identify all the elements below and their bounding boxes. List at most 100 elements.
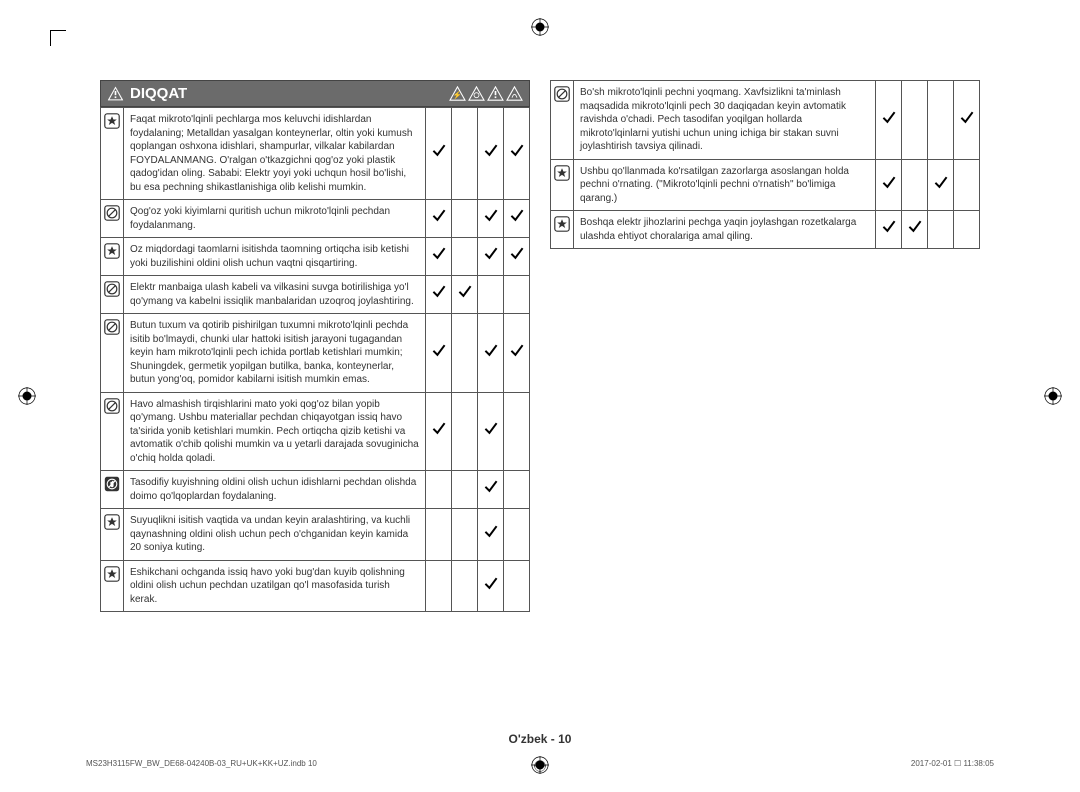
check-cell (452, 276, 478, 314)
caution-header: DIQQAT ⚡ (100, 80, 530, 107)
check-cell (452, 509, 478, 561)
check-cell (928, 81, 954, 160)
page-number: O'zbek - 10 (0, 732, 1080, 746)
check-cell (954, 211, 980, 249)
caution-text: Suyuqlikni isitish vaqtida va undan keyi… (124, 509, 426, 561)
check-cell (426, 560, 452, 612)
check-cell (426, 276, 452, 314)
check-cell (478, 200, 504, 238)
caution-text: Butun tuxum va qotirib pishirilgan tuxum… (124, 314, 426, 393)
table-row: Tasodifiy kuyishning oldini olish uchun … (101, 471, 530, 509)
table-row: Bo'sh mikroto'lqinli pechni yoqmang. Xav… (551, 81, 980, 160)
check-cell (504, 471, 530, 509)
svg-text:⚡: ⚡ (453, 91, 462, 100)
caution-text: Ushbu qo'llanmada ko'rsatilgan zazorlarg… (574, 159, 876, 211)
footer-timestamp: 2017-02-01 ☐ 11:38:05 (911, 759, 994, 768)
table-row: Butun tuxum va qotirib pishirilgan tuxum… (101, 314, 530, 393)
table-row: Elektr manbaiga ulash kabeli va vilkasin… (101, 276, 530, 314)
check-cell (452, 200, 478, 238)
table-row: Boshqa elektr jihozlarini pechga yaqin j… (551, 211, 980, 249)
check-cell (426, 509, 452, 561)
registration-mark-icon (1044, 387, 1062, 405)
check-cell (478, 108, 504, 200)
prohibit-icon (551, 81, 574, 160)
check-cell (426, 471, 452, 509)
caution-text: Oz miqdordagi taomlarni isitishda taomni… (124, 238, 426, 276)
caution-text: Eshikchani ochganda issiq havo yoki bug'… (124, 560, 426, 612)
table-row: Suyuqlikni isitish vaqtida va undan keyi… (101, 509, 530, 561)
registration-mark-icon (531, 18, 549, 36)
star-icon (551, 211, 574, 249)
check-cell (478, 276, 504, 314)
check-cell (954, 159, 980, 211)
table-row: Eshikchani ochganda issiq havo yoki bug'… (101, 560, 530, 612)
caution-table-right: Bo'sh mikroto'lqinli pechni yoqmang. Xav… (550, 80, 980, 249)
check-cell (504, 238, 530, 276)
check-cell (426, 238, 452, 276)
check-cell (504, 509, 530, 561)
check-cell (504, 276, 530, 314)
category-triangle-icon (487, 86, 504, 101)
caution-text: Elektr manbaiga ulash kabeli va vilkasin… (124, 276, 426, 314)
star-icon (101, 509, 124, 561)
check-cell (504, 108, 530, 200)
caution-text: Faqat mikroto'lqinli pechlarga mos keluv… (124, 108, 426, 200)
check-cell (452, 392, 478, 471)
footer-filename: MS23H3115FW_BW_DE68-04240B-03_RU+UK+KK+U… (86, 759, 317, 768)
check-cell (504, 314, 530, 393)
caution-text: Qog'oz yoki kiyimlarni quritish uchun mi… (124, 200, 426, 238)
check-cell (504, 200, 530, 238)
caution-text: Bo'sh mikroto'lqinli pechni yoqmang. Xav… (574, 81, 876, 160)
check-cell (928, 211, 954, 249)
prohibit-icon (101, 276, 124, 314)
check-cell (452, 471, 478, 509)
right-column: Bo'sh mikroto'lqinli pechni yoqmang. Xav… (550, 80, 980, 722)
check-cell (876, 159, 902, 211)
check-cell (478, 509, 504, 561)
table-row: Havo almashish tirqishlarini mato yoki q… (101, 392, 530, 471)
check-cell (452, 238, 478, 276)
check-cell (426, 314, 452, 393)
table-row: Oz miqdordagi taomlarni isitishda taomni… (101, 238, 530, 276)
check-cell (902, 81, 928, 160)
registration-mark-icon (18, 387, 36, 405)
prohibit-icon (101, 200, 124, 238)
header-category-icons: ⚡ (449, 86, 523, 101)
check-cell (478, 238, 504, 276)
notouch-icon (101, 471, 124, 509)
star-icon (101, 238, 124, 276)
check-cell (478, 314, 504, 393)
registration-mark-icon (534, 759, 546, 771)
star-icon (101, 108, 124, 200)
caution-text: Boshqa elektr jihozlarini pechga yaqin j… (574, 211, 876, 249)
warning-triangle-icon (107, 86, 124, 101)
check-cell (452, 314, 478, 393)
check-cell (876, 211, 902, 249)
check-cell (426, 108, 452, 200)
table-row: Ushbu qo'llanmada ko'rsatilgan zazorlarg… (551, 159, 980, 211)
check-cell (452, 560, 478, 612)
prohibit-icon (101, 392, 124, 471)
crop-mark-icon (50, 30, 66, 46)
table-row: Qog'oz yoki kiyimlarni quritish uchun mi… (101, 200, 530, 238)
check-cell (876, 81, 902, 160)
category-triangle-icon (468, 86, 485, 101)
check-cell (426, 392, 452, 471)
check-cell (426, 200, 452, 238)
check-cell (478, 560, 504, 612)
check-cell (478, 392, 504, 471)
caution-text: Tasodifiy kuyishning oldini olish uchun … (124, 471, 426, 509)
check-cell (902, 211, 928, 249)
caution-title: DIQQAT (130, 85, 443, 102)
check-cell (504, 392, 530, 471)
check-cell (954, 81, 980, 160)
check-cell (928, 159, 954, 211)
check-cell (504, 560, 530, 612)
check-cell (452, 108, 478, 200)
check-cell (902, 159, 928, 211)
star-icon (101, 560, 124, 612)
table-row: Faqat mikroto'lqinli pechlarga mos keluv… (101, 108, 530, 200)
caution-table-left: Faqat mikroto'lqinli pechlarga mos keluv… (100, 107, 530, 612)
left-column: DIQQAT ⚡ Faqat mikroto'lqinli pechlarga … (100, 80, 530, 722)
caution-text: Havo almashish tirqishlarini mato yoki q… (124, 392, 426, 471)
